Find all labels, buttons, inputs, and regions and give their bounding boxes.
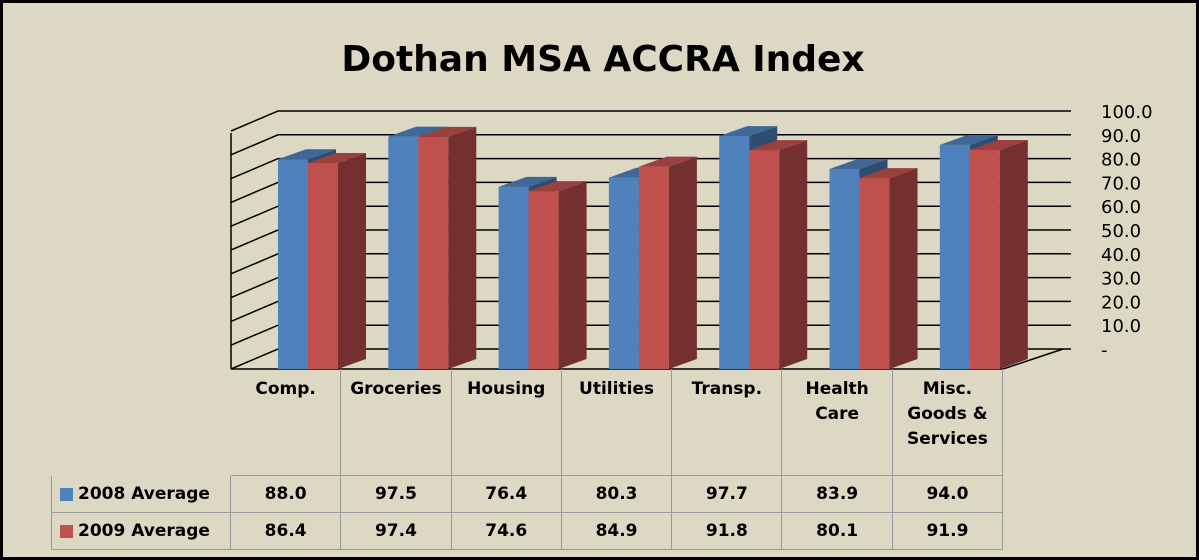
legend-label: 2009 Average: [78, 520, 210, 541]
table-value: 80.3: [561, 476, 673, 513]
bar-side: [668, 156, 697, 369]
bar-front: [749, 150, 780, 369]
table-value: 91.9: [892, 513, 1004, 550]
table-value: 97.4: [341, 513, 452, 550]
bar-top: [418, 126, 477, 137]
y-tick-label: 100.0: [1101, 102, 1153, 123]
y-tick-label: 70.0: [1101, 173, 1141, 194]
bar: [308, 153, 366, 369]
bar-front: [939, 144, 970, 369]
grid-line: [230, 134, 1063, 156]
bar-front: [388, 136, 419, 369]
bar-front: [829, 169, 860, 369]
bar-top: [528, 181, 587, 192]
table-value: 94.0: [892, 476, 1004, 513]
bar-front: [719, 136, 750, 369]
bar-front: [608, 177, 639, 369]
table-value: 84.9: [561, 513, 673, 550]
y-tick-label: 60.0: [1101, 197, 1141, 218]
bar-top: [749, 140, 808, 151]
bar-top: [278, 149, 336, 160]
bar-front: [859, 178, 890, 369]
y-tick-label: 90.0: [1101, 126, 1141, 147]
table-corner: [51, 369, 231, 476]
category-label: Health Care: [782, 369, 893, 476]
bar-top: [498, 176, 557, 187]
bar-front: [528, 191, 559, 369]
category-label: Groceries: [341, 369, 452, 476]
y-tick-label: 30.0: [1101, 269, 1141, 290]
table-value: 91.8: [672, 513, 783, 550]
bar: [528, 181, 587, 369]
bar-side: [338, 153, 366, 369]
category-label: Utilities: [561, 369, 673, 476]
table-value: 76.4: [451, 476, 562, 513]
category-label: Housing: [451, 369, 562, 476]
bar-top: [859, 168, 918, 179]
chart: Dothan MSA ACCRA Index - 10.0 20.030.0 40.0…: [230, 39, 1153, 370]
y-tick-label: -: [1101, 340, 1108, 361]
y-tick-label: 50.0: [1101, 221, 1141, 242]
bar-top: [638, 156, 697, 167]
table-value: 83.9: [782, 476, 893, 513]
category-label: Comp.: [231, 369, 342, 476]
bar-top: [939, 134, 998, 145]
bar-side: [558, 181, 587, 369]
chart-title: Dothan MSA ACCRA Index: [341, 39, 864, 80]
data-table: Comp. Groceries Housing Utilities Transp. Hea…: [51, 369, 1004, 550]
bar-front: [638, 166, 669, 369]
bar-side: [779, 140, 808, 369]
bar-front: [308, 163, 338, 369]
bar: [859, 168, 918, 369]
bar-top: [969, 139, 1028, 150]
bar-front: [969, 149, 1000, 369]
table-value: 97.7: [672, 476, 783, 513]
table-value: 97.5: [341, 476, 452, 513]
bar: [638, 156, 697, 369]
category-label: Transp.: [672, 369, 783, 476]
legend-label: 2008 Average: [78, 483, 210, 504]
bar-top: [719, 126, 778, 137]
category-label: Misc. Goods & Services: [892, 369, 1004, 476]
bar-top: [829, 159, 888, 170]
bar-side: [999, 139, 1028, 369]
legend-entry: 2009 Average: [51, 513, 231, 550]
bar-top: [308, 153, 366, 164]
bar: [749, 140, 808, 369]
y-tick-label: 20.0: [1101, 292, 1141, 313]
y-tick-label: 40.0: [1101, 245, 1141, 266]
legend-swatch: [60, 524, 73, 538]
bar-front: [498, 186, 529, 369]
bar: [418, 126, 477, 369]
legend-swatch: [60, 487, 73, 501]
legend-entry: 2008 Average: [51, 476, 231, 513]
bar-top: [388, 126, 447, 137]
table-value: 74.6: [451, 513, 562, 550]
bar-front: [418, 136, 449, 369]
y-tick-label: 80.0: [1101, 150, 1141, 171]
table-value: 86.4: [231, 513, 342, 550]
floor-line: [1002, 348, 1064, 370]
bar-front: [278, 159, 308, 369]
table-value: 80.1: [782, 513, 893, 550]
y-tick-label: 10.0: [1101, 316, 1141, 337]
table-value: 88.0: [231, 476, 342, 513]
bar-side: [889, 168, 918, 369]
bar: [969, 139, 1028, 369]
grid-line: [230, 110, 1063, 132]
bar-side: [448, 126, 477, 369]
